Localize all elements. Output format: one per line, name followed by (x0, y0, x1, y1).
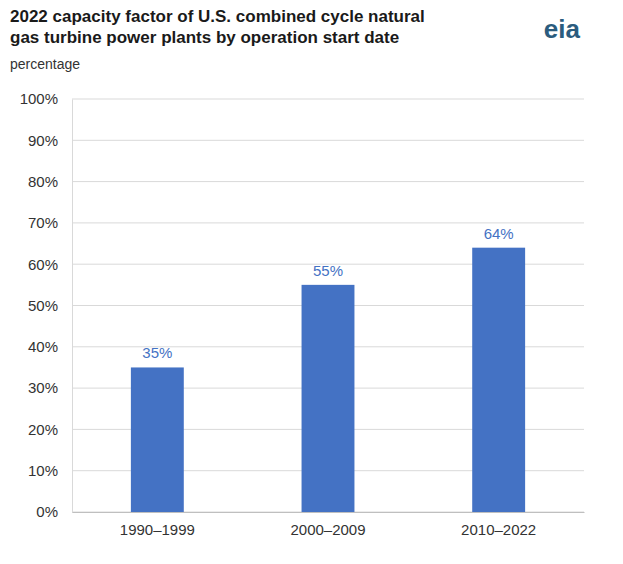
y-tick-label: 10% (28, 462, 58, 479)
x-tick: 2000–2009 (290, 512, 365, 538)
y-axis-label: percentage (10, 56, 80, 72)
y-tick-label: 90% (28, 132, 58, 149)
title-line: 2022 capacity factor of U.S. combined cy… (10, 7, 425, 26)
y-tick: 80% (28, 173, 72, 190)
x-tick-label: 2000–2009 (290, 521, 365, 538)
y-tick: 40% (28, 338, 72, 355)
data-label: 55% (313, 262, 343, 279)
plot: 0% 10% 20% 30% 40% 50% 60% 70% 80% 90% 100% 1990–19… (20, 90, 585, 537)
y-tick: 50% (28, 297, 72, 314)
x-axis-line (73, 512, 585, 513)
grid-line (72, 99, 584, 100)
bar (131, 367, 184, 512)
y-axis-line (72, 100, 73, 513)
x-tick-label: 2010–2022 (461, 521, 536, 538)
y-tick: 100% (20, 90, 72, 107)
data-labels: 35% 55% 64% (142, 225, 513, 362)
x-tick-label: 1990–1999 (120, 521, 195, 538)
bar (302, 285, 355, 512)
bar (472, 248, 525, 512)
y-tick: 0% (36, 503, 72, 520)
bars (131, 248, 525, 512)
title-line: gas turbine power plants by operation st… (10, 28, 399, 47)
y-tick-label: 60% (28, 256, 58, 273)
grid-line (72, 140, 584, 141)
data-label: 35% (142, 344, 172, 361)
y-axis: 0% 10% 20% 30% 40% 50% 60% 70% 80% 90% 100% (20, 90, 73, 520)
y-tick-label: 40% (28, 338, 58, 355)
y-tick-label: 50% (28, 297, 58, 314)
data-label: 64% (484, 225, 514, 242)
y-tick-label: 100% (20, 90, 58, 107)
y-tick: 10% (28, 462, 72, 479)
y-tick: 20% (28, 421, 72, 438)
x-tick: 2010–2022 (461, 512, 536, 538)
y-tick-label: 20% (28, 421, 58, 438)
grid-line (72, 222, 584, 223)
y-tick: 30% (28, 379, 72, 396)
y-tick-label: 70% (28, 214, 58, 231)
logo: eia (544, 14, 581, 44)
grid (72, 99, 584, 512)
x-axis: 1990–1999 2000–2009 2010–2022 (73, 512, 585, 538)
y-tick-label: 30% (28, 379, 58, 396)
title: 2022 capacity factor of U.S. combined cy… (10, 7, 425, 47)
y-tick: 90% (28, 132, 72, 149)
y-tick-label: 0% (36, 503, 58, 520)
y-tick: 70% (28, 214, 72, 231)
chart: 2022 capacity factor of U.S. combined cy… (0, 0, 623, 564)
grid-line (72, 181, 584, 182)
y-tick-label: 80% (28, 173, 58, 190)
y-tick: 60% (28, 256, 72, 273)
x-tick: 1990–1999 (120, 512, 195, 538)
